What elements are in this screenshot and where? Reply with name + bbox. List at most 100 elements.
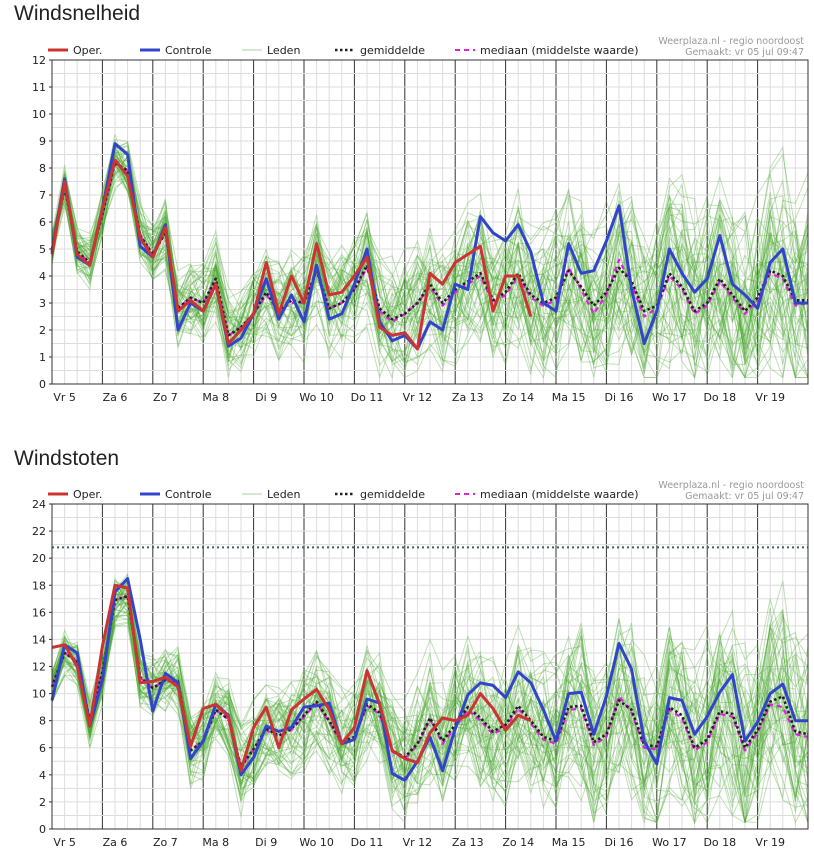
wind-leden-line: [51, 154, 809, 380]
wind-x-tick-label: Zo 7: [153, 391, 178, 404]
wind-leden-line: [51, 167, 809, 368]
wind-legend-leden-label: Leden: [267, 44, 300, 57]
wind-leden-line: [51, 138, 809, 380]
gust-x-tick-label: Vr 19: [755, 836, 785, 849]
gust-leden-line: [51, 609, 809, 824]
gust-x-tick-label: Do 11: [351, 836, 384, 849]
gust-leden-line: [51, 593, 809, 796]
wind-y-tick-label: 2: [39, 324, 46, 337]
wind-legend-mediaan-label: mediaan (middelste waarde): [480, 44, 638, 57]
wind-x-tick-label: Vr 12: [403, 391, 433, 404]
wind-leden-line: [51, 158, 809, 350]
gust-legend-leden-label: Leden: [267, 488, 300, 501]
chart-title-windstoten: Windstoten: [14, 447, 120, 470]
wind-controle-line: [50, 142, 808, 351]
gust-x-tick-label: Ma 8: [202, 836, 229, 849]
gust-y-tick-label: 4: [39, 769, 46, 782]
gust-leden-line: [51, 622, 809, 823]
wind-source-made: Gemaakt: vr 05 jul 09:47: [685, 47, 804, 58]
wind-leden-line: [51, 134, 809, 360]
gust-leden-line: [51, 580, 809, 823]
gust-y-tick-label: 24: [32, 498, 46, 511]
wind-leden-line: [51, 155, 809, 378]
wind-legend-controle-label: Controle: [165, 44, 212, 57]
wind-x-tick-label: Do 18: [703, 391, 736, 404]
wind-y-tick-label: 9: [39, 135, 46, 148]
wind-x-tick-label: Ma 8: [202, 391, 229, 404]
gust-oper-line: [51, 583, 532, 773]
wind-leden-line: [51, 150, 809, 369]
gust-x-tick-label: Zo 7: [153, 836, 178, 849]
gust-x-tick-label: Di 9: [255, 836, 277, 849]
gust-y-tick-label: 16: [32, 606, 46, 619]
wind-x-tick-label: Zo 14: [502, 391, 534, 404]
gust-y-tick-label: 0: [39, 823, 46, 836]
wind-x-tick-label: Za 6: [103, 391, 128, 404]
wind-x-tick-label: Di 9: [255, 391, 277, 404]
gust-leden-line: [51, 590, 809, 825]
wind-x-tick-label: Vr 5: [53, 391, 76, 404]
gust-x-tick-label: Ma 15: [552, 836, 586, 849]
wind-plot-frame: [51, 59, 809, 385]
wind-leden-line: [51, 151, 809, 379]
gust-y-tick-label: 22: [32, 525, 46, 538]
wind-x-tick-label: Wo 10: [299, 391, 333, 404]
gust-legend-gemiddelde-label: gemiddelde: [360, 488, 425, 501]
gust-leden-line: [51, 592, 809, 812]
wind-leden-line: [51, 151, 809, 379]
wind-leden-line: [51, 150, 809, 373]
wind-y-tick-label: 5: [39, 243, 46, 256]
gust-y-tick-label: 14: [32, 633, 46, 646]
gust-legend-bg: [53, 484, 807, 501]
wind-leden-line: [51, 173, 809, 348]
gust-leden-line: [51, 625, 809, 809]
wind-oper-line: [50, 158, 533, 351]
gust-legend-mediaan-label: mediaan (middelste waarde): [480, 488, 638, 501]
gust-plot-frame: [51, 503, 809, 830]
gust-x-tick-label: Zo 14: [502, 836, 534, 849]
gust-leden-line: [51, 589, 809, 817]
wind-y-tick-label: 12: [32, 54, 46, 67]
gust-leden-line: [51, 573, 809, 808]
gust-x-tick-label: Do 18: [703, 836, 736, 849]
gust-y-tick-label: 10: [32, 688, 46, 701]
gust-source-site: Weerplaza.nl - regio noordoost: [658, 480, 804, 491]
gust-x-tick-label: Wo 10: [299, 836, 333, 849]
gust-leden-line: [51, 586, 809, 807]
gust-leden-line: [51, 583, 809, 824]
wind-legend-bg: [53, 40, 807, 57]
wind-y-tick-label: 10: [32, 108, 46, 121]
gust-leden-line: [51, 618, 809, 817]
gust-leden-line: [51, 585, 809, 823]
wind-y-tick-label: 11: [32, 81, 46, 94]
gust-leden-line: [51, 585, 809, 814]
gust-leden-line: [51, 608, 809, 814]
gust-x-tick-label: Za 6: [103, 836, 128, 849]
wind-leden-line: [51, 154, 809, 378]
wind-leden-line: [51, 173, 809, 378]
wind-y-tick-label: 0: [39, 378, 46, 391]
gust-leden-line: [51, 587, 809, 824]
gust-y-tick-label: 2: [39, 796, 46, 809]
gust-source-made: Gemaakt: vr 05 jul 09:47: [685, 491, 804, 502]
gust-y-tick-label: 18: [32, 579, 46, 592]
gust-leden-line: [51, 585, 809, 823]
gust-x-tick-label: Wo 17: [652, 836, 686, 849]
wind-y-tick-label: 1: [39, 351, 46, 364]
gust-leden-line: [51, 582, 809, 796]
gust-x-tick-label: Za 13: [452, 836, 484, 849]
gust-legend-controle-label: Controle: [165, 488, 212, 501]
wind-leden-line: [51, 163, 809, 378]
wind-y-tick-label: 4: [39, 270, 46, 283]
wind-x-tick-label: Ma 15: [552, 391, 586, 404]
gust-x-tick-label: Di 16: [604, 836, 633, 849]
gust-leden-line: [51, 599, 809, 823]
wind-x-tick-label: Wo 17: [652, 391, 686, 404]
gust-leden-line: [51, 621, 809, 824]
wind-leden-line: [51, 141, 809, 365]
gust-y-tick-label: 12: [32, 661, 46, 674]
gust-x-tick-label: Vr 5: [53, 836, 76, 849]
gust-y-tick-label: 6: [39, 742, 46, 755]
